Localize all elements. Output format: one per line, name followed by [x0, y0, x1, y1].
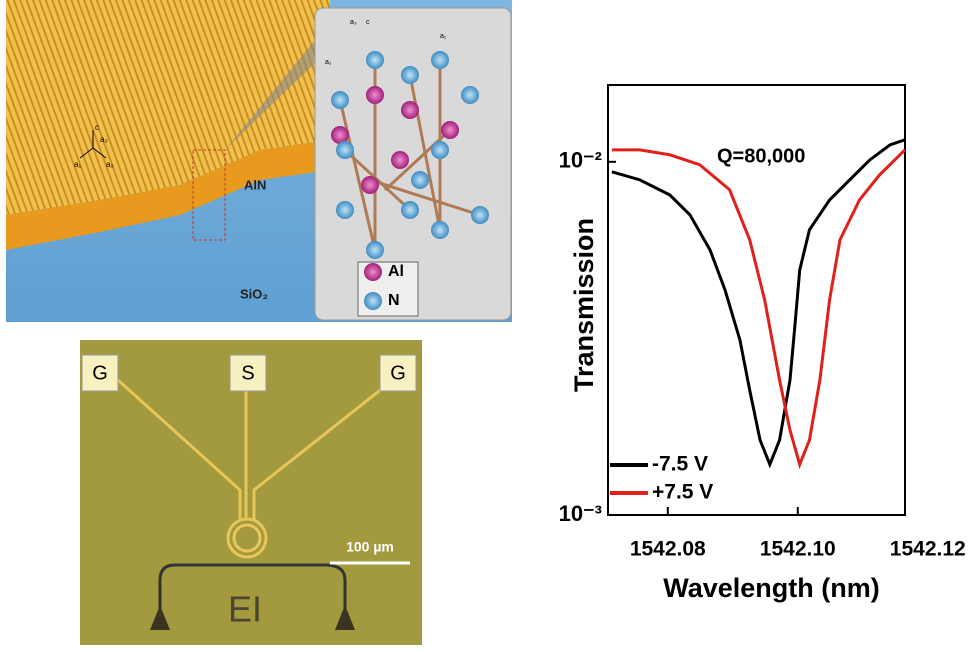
axis-label: c — [95, 123, 99, 132]
crystal-figure: c a₃ a₁ a₂ AlN SiO₂ c a₃ a₂ a₁ — [6, 0, 512, 322]
y-axis-label: Transmission — [569, 218, 599, 392]
axis-label: a₃ — [100, 135, 108, 144]
legend-atom — [364, 263, 382, 281]
annotation: Q=80,000 — [717, 145, 805, 167]
axis-label: a₂ — [106, 160, 114, 169]
inset-axis-label: c — [366, 19, 370, 26]
legend-atom — [364, 292, 382, 310]
x-tick-label: 1542.08 — [630, 538, 706, 561]
axis-label: a₁ — [74, 160, 81, 169]
legend-label: N — [388, 292, 400, 309]
pad-label: G — [390, 362, 406, 384]
device-image: G S G 100 µm EI — [80, 340, 422, 645]
inset-axis-label: a₃ — [350, 19, 357, 26]
y-tick-label: 10⁻² — [559, 148, 602, 173]
series-line — [612, 150, 905, 465]
legend-label: -7.5 V — [652, 453, 708, 476]
figure: c a₃ a₁ a₂ AlN SiO₂ c a₃ a₂ a₁ — [0, 0, 970, 647]
chart: 10⁻² 10⁻³ 1542.08 1542.10 1542.12 Wavelength … — [559, 85, 966, 603]
series-line — [612, 140, 905, 465]
inset-axis-label: a₁ — [440, 33, 447, 40]
chip-marking: EI — [228, 589, 262, 630]
page: c a₃ a₁ a₂ AlN SiO₂ c a₃ a₂ a₁ — [0, 0, 970, 652]
substrate-label: SiO₂ — [240, 286, 268, 301]
x-tick-label: 1542.12 — [890, 538, 966, 561]
film-label: AlN — [244, 177, 266, 192]
scale-bar-label: 100 µm — [346, 539, 394, 555]
pad-label: S — [241, 362, 254, 384]
x-tick-label: 1542.10 — [760, 538, 836, 561]
y-tick-label: 10⁻³ — [559, 501, 602, 526]
x-axis-label: Wavelength (nm) — [663, 573, 880, 603]
legend-label: Al — [388, 263, 404, 280]
inset-axis-label: a₂ — [325, 59, 332, 66]
legend-label: +7.5 V — [652, 481, 713, 504]
pad-label: G — [92, 362, 108, 384]
